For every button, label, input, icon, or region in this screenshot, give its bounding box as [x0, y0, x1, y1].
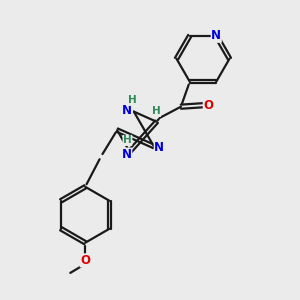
Text: N: N — [122, 148, 132, 161]
Text: H: H — [123, 135, 132, 146]
Text: H: H — [128, 95, 137, 105]
Text: N: N — [211, 29, 221, 42]
Text: N: N — [154, 142, 164, 154]
Text: H: H — [152, 106, 161, 116]
Text: O: O — [80, 254, 90, 267]
Text: O: O — [203, 99, 213, 112]
Text: N: N — [122, 103, 132, 117]
